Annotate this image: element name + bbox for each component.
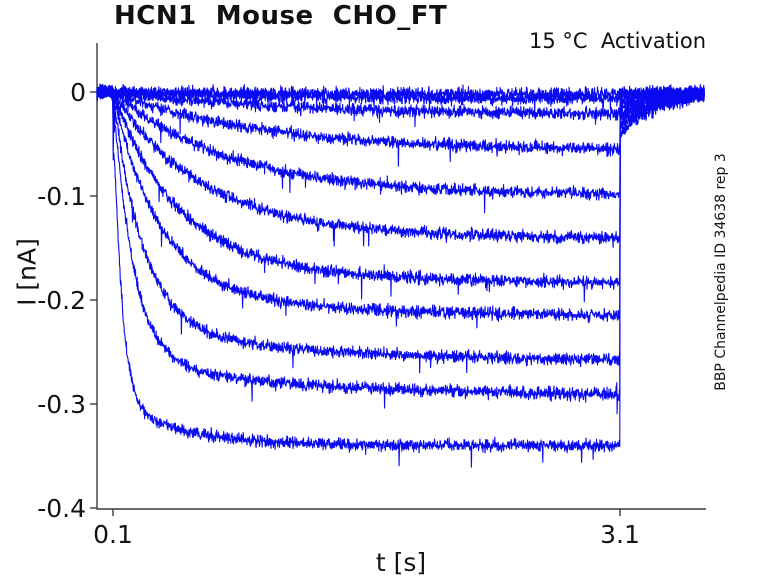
- x-axis-label: t [s]: [375, 548, 427, 577]
- sweep-trace: [96, 85, 705, 374]
- y-tick-label: -0.3: [37, 390, 86, 419]
- x-tick-label: 0.1: [93, 520, 133, 549]
- channelpedia-id-note: BBP Channelpedia ID 34638 rep 3: [713, 153, 729, 391]
- y-tick-label: -0.2: [37, 286, 86, 315]
- sweep-trace: [96, 86, 705, 468]
- y-tick-label: 0: [70, 78, 86, 107]
- sweep-trace: [96, 84, 705, 128]
- y-tick-label: -0.1: [37, 182, 86, 211]
- chart-title: HCN1 Mouse CHO_FT: [114, 1, 448, 31]
- sweep-trace: [96, 83, 705, 214]
- sweep-trace: [96, 84, 705, 110]
- sweep-trace: [96, 84, 705, 329]
- sweep-trace: [96, 84, 705, 167]
- sweep-trace: [96, 83, 705, 118]
- sweep-trace: [96, 85, 705, 415]
- axes-spines: [96, 43, 706, 510]
- y-tick-label: -0.4: [37, 494, 86, 523]
- temperature-protocol-annotation: 15 °C Activation: [528, 29, 706, 53]
- sweep-trace: [96, 84, 705, 303]
- x-tick-label: 3.1: [600, 520, 640, 549]
- sweep-trace: [96, 85, 705, 248]
- y-axis-label: I [nA]: [12, 238, 42, 306]
